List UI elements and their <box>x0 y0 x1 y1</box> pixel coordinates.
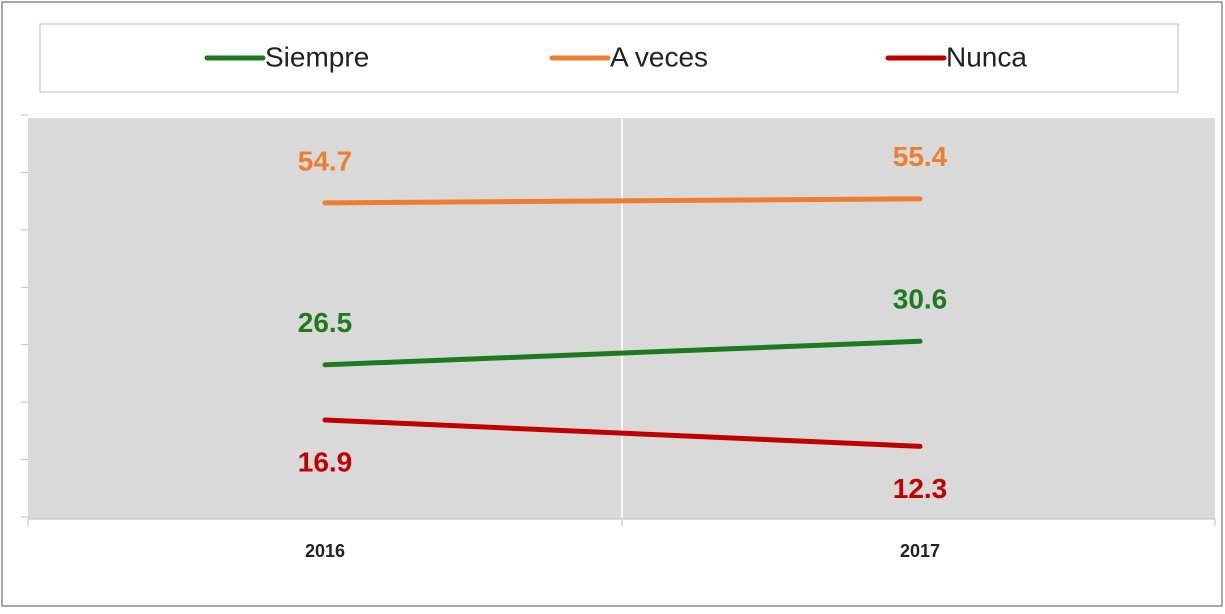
data-label: 12.3 <box>893 473 948 504</box>
legend-label: Nunca <box>946 41 1027 72</box>
data-label: 55.4 <box>893 141 948 172</box>
series-line <box>322 338 923 368</box>
data-label: 26.5 <box>298 307 353 338</box>
legend-label: Siempre <box>265 41 369 72</box>
x-tick-label: 2017 <box>900 541 940 561</box>
series-line <box>322 417 923 449</box>
legend-label: A veces <box>610 41 708 72</box>
data-label: 30.6 <box>893 284 948 315</box>
data-label: 54.7 <box>298 145 353 176</box>
series-line <box>322 196 923 206</box>
data-label: 16.9 <box>298 446 353 477</box>
x-tick-label: 2016 <box>305 541 345 561</box>
